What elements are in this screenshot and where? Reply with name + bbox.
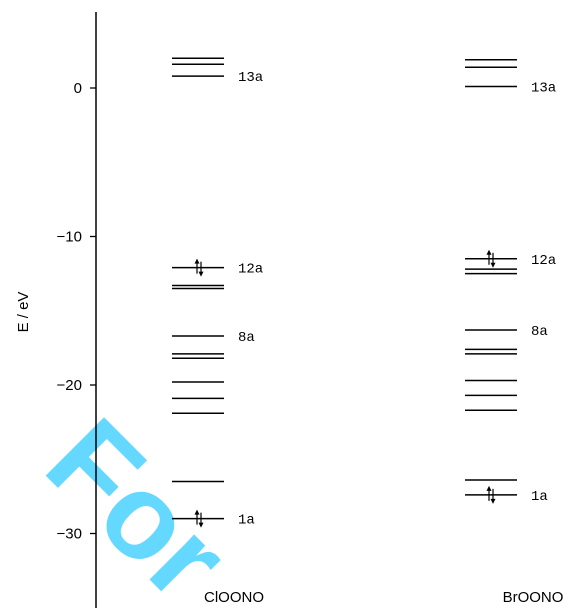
orbital-label: 1a	[238, 513, 255, 529]
y-axis-title: E / eV	[15, 292, 32, 333]
spin-up-arrowhead	[194, 509, 200, 515]
spin-down-arrowhead	[198, 522, 204, 528]
watermark-text: For	[22, 394, 253, 608]
orbital-label: 13a	[531, 81, 556, 97]
orbital-label: 12a	[531, 253, 556, 269]
watermark: For	[22, 394, 253, 608]
molecule-label: BrOONO	[503, 589, 564, 606]
orbital-label: 12a	[238, 262, 263, 278]
molecule-label: ClOONO	[204, 589, 264, 606]
molecule-labels: ClOONO BrOONO	[204, 589, 563, 606]
orbital-label: 8a	[238, 330, 255, 346]
orbital-label: 13a	[238, 70, 263, 86]
y-tick-label: −30	[57, 526, 82, 543]
spin-down-arrowhead	[490, 498, 496, 504]
spin-down-arrowhead	[198, 271, 204, 277]
spin-down-arrowhead	[490, 262, 496, 268]
spin-up-arrowhead	[486, 485, 492, 491]
orbital-label: 8a	[531, 324, 548, 340]
orbital-levels	[172, 57, 517, 528]
y-axis-ticks: 0 −10 −20 −30	[57, 80, 96, 543]
y-tick-label: 0	[74, 80, 82, 97]
spin-up-arrowhead	[194, 258, 200, 264]
spin-up-arrowhead	[486, 249, 492, 255]
orbital-labels: 13a 12a 8a 1a 13a 12a 8a 1a	[238, 70, 556, 529]
orbital-label: 1a	[531, 489, 548, 505]
y-tick-label: −10	[57, 229, 82, 246]
y-tick-label: −20	[57, 377, 82, 394]
